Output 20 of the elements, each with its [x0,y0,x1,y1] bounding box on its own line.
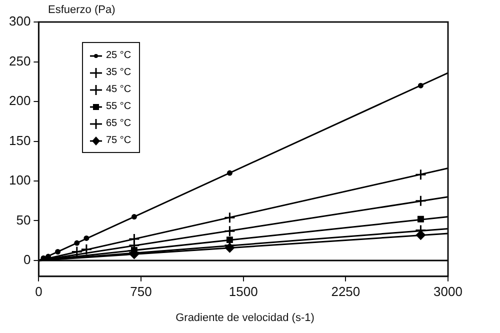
x-tick-label: 750 [130,284,152,299]
y-tick-label: 200 [8,93,31,108]
x-tick-label: 3000 [434,284,462,299]
y-tick-label: 150 [8,132,31,148]
y-tick-label: 250 [8,53,31,68]
y-tick-label: 100 [8,172,31,188]
x-tick-label: 2250 [331,284,360,299]
legend-label: 35 °C [106,67,132,78]
y-tick-label: 300 [8,14,31,29]
x-axis-title: Gradiente de velocidad (s-1) [176,312,314,324]
legend-label: 75 °C [106,135,132,146]
legend-label: 55 °C [106,101,132,112]
x-tick-label: 1500 [228,284,258,299]
y-tick-label: 50 [16,212,31,228]
x-tick-label: 0 [35,284,42,299]
legend-label: 25 °C [106,50,132,61]
legend-label: 65 °C [106,118,132,129]
y-tick-label: 0 [23,252,31,268]
legend-label: 45 °C [106,84,132,95]
y-axis-title: Esfuerzo (Pa) [48,4,116,16]
